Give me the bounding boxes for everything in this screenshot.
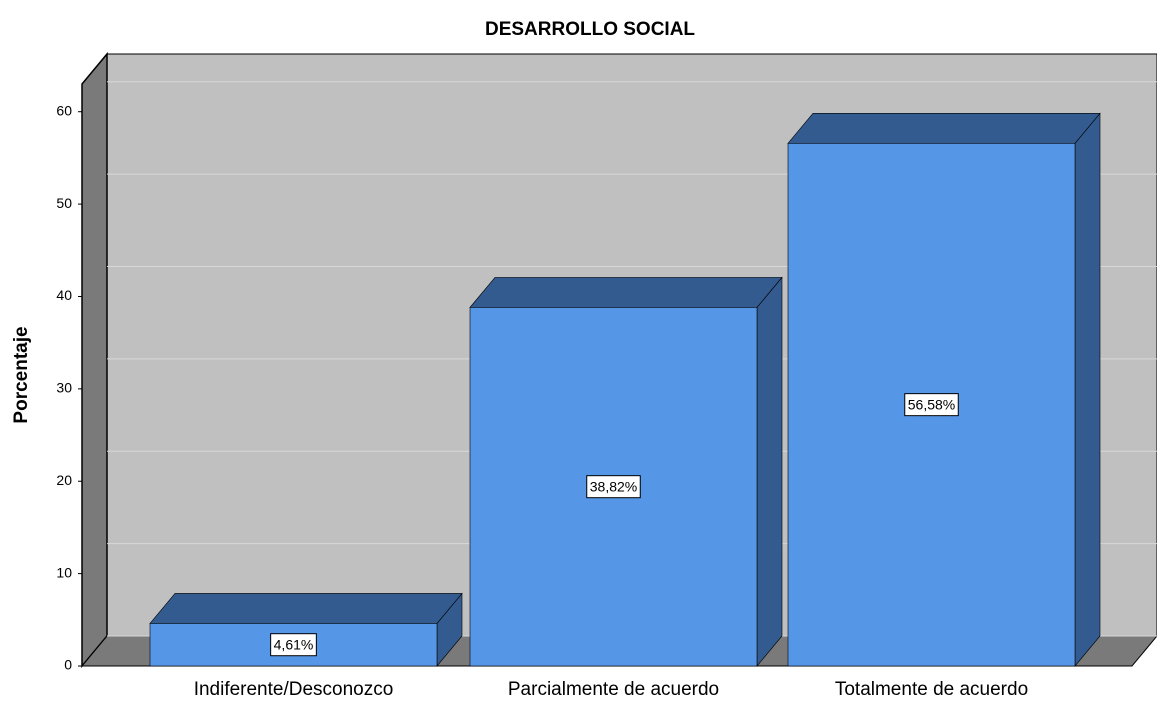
bar-top [787,113,1101,144]
x-tick-label: Indiferente/Desconozco [194,679,394,700]
y-tick-label: 30 [56,380,72,396]
y-tick-label: 0 [64,657,72,673]
value-label-box [904,393,959,417]
y-tick-label: 40 [56,287,72,303]
bar-top [469,277,783,308]
x-tick-label: Parcialmente de acuerdo [508,679,719,700]
bar-top [149,593,463,624]
value-label: 4,61% [274,636,314,652]
chart-title: DESARROLLO SOCIAL [485,19,695,40]
bar-side [756,276,783,667]
y-tick-label: 10 [56,564,72,580]
bar-side [1074,112,1101,667]
value-label-box [270,633,317,657]
y-tick-label: 50 [56,195,72,211]
value-label: 56,58% [908,396,955,412]
x-tick-label: Totalmente de acuerdo [835,679,1028,700]
y-tick-label: 60 [56,102,72,118]
value-label-box [586,475,641,499]
y-axis-label: Porcentaje [11,326,32,423]
value-label: 38,82% [590,478,637,494]
y-tick-label: 20 [56,472,72,488]
bar [149,623,438,667]
side-wall [81,51,108,669]
